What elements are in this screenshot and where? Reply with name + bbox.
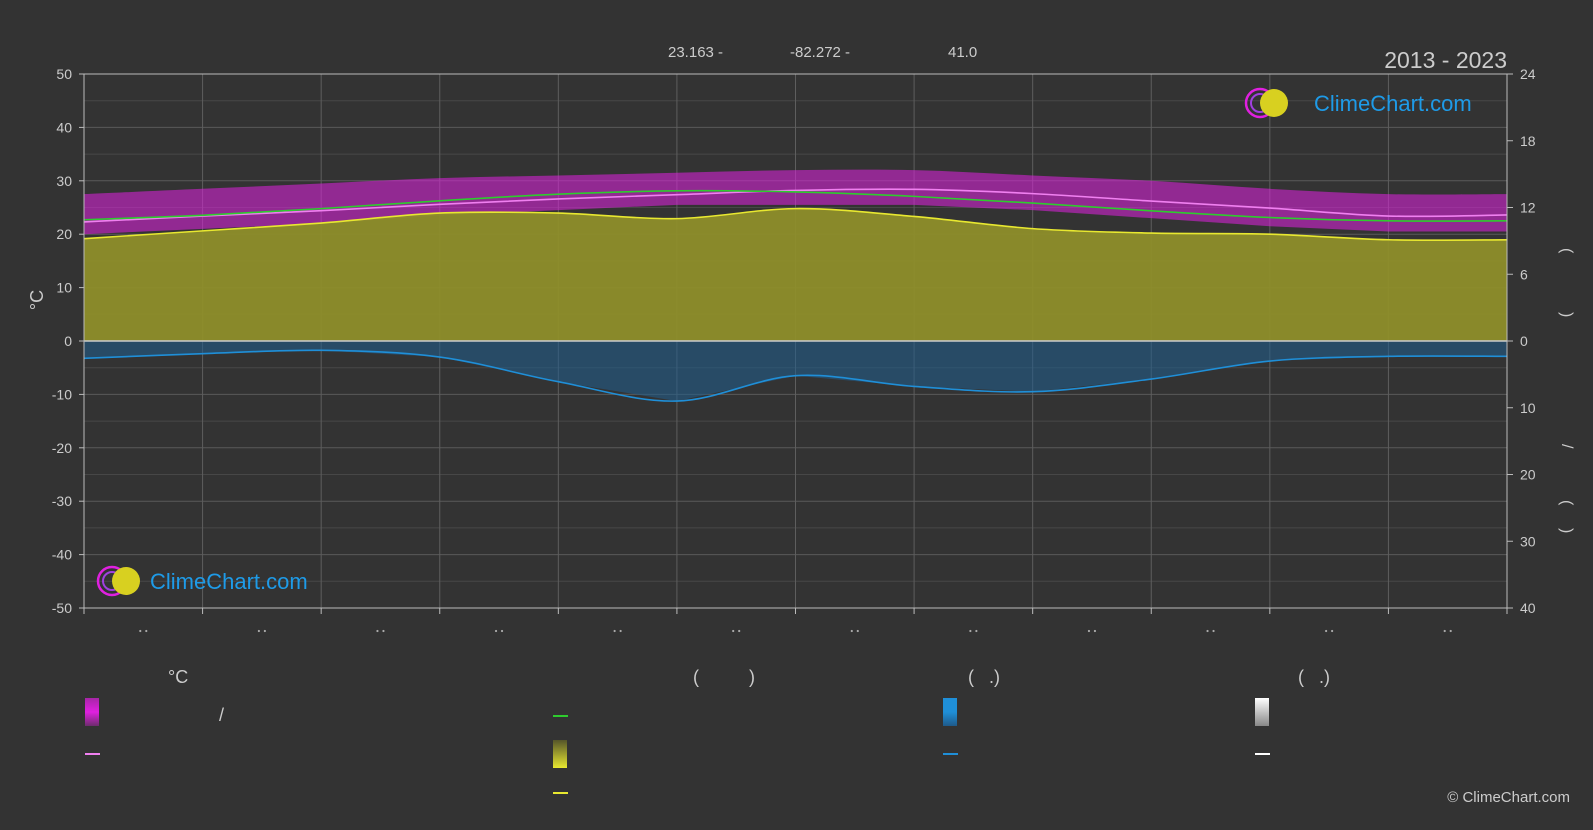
left-tick-label: 50 bbox=[56, 66, 72, 82]
month-label-dot bbox=[257, 629, 260, 633]
longitude-label: -82.272 - bbox=[790, 44, 850, 61]
logo-text: ClimeChart.com bbox=[1314, 91, 1472, 116]
precipitation-area bbox=[84, 341, 1507, 402]
month-label-dot bbox=[975, 629, 978, 633]
legend-title-sun: ( ) bbox=[693, 667, 755, 687]
month-label-dot bbox=[613, 629, 616, 633]
month-label-dot bbox=[145, 629, 148, 633]
right-axis-paren-low1: ( bbox=[1558, 500, 1575, 506]
legend-swatch-sunshine-avg bbox=[553, 792, 568, 794]
logo-text: ClimeChart.com bbox=[150, 569, 308, 594]
series-line-avg_max bbox=[83, 188, 1508, 223]
right-axis-paren-mid: ) bbox=[1558, 312, 1575, 317]
left-tick-label: -40 bbox=[52, 547, 72, 563]
temperature-range-band bbox=[84, 169, 1507, 235]
precip-fill bbox=[84, 341, 1507, 402]
left-axis-label: °C bbox=[27, 290, 47, 310]
month-label-dot bbox=[139, 629, 142, 633]
month-label-dot bbox=[1331, 629, 1334, 633]
month-label-dot bbox=[1449, 629, 1452, 633]
logo-sun-icon bbox=[112, 567, 140, 595]
month-label-dot bbox=[1325, 629, 1328, 633]
right-axis-paren-top: ( bbox=[1558, 248, 1575, 254]
right-top-tick-label: 18 bbox=[1520, 133, 1536, 149]
legend-swatch-temp-range bbox=[85, 698, 99, 726]
month-label-dot bbox=[1093, 629, 1097, 633]
legend-swatch-daylight bbox=[553, 715, 568, 717]
legend-title-snow: ( .) bbox=[1298, 667, 1330, 687]
month-label-dot bbox=[263, 629, 266, 633]
temp-range-area bbox=[84, 169, 1507, 235]
month-label-dot bbox=[969, 629, 972, 633]
month-label-dot bbox=[1443, 629, 1446, 633]
legend-swatch-snow-avg bbox=[1255, 753, 1270, 755]
month-label-dot bbox=[494, 629, 498, 633]
left-tick-label: -30 bbox=[52, 493, 72, 509]
month-label-dot bbox=[1206, 629, 1209, 633]
left-tick-label: 20 bbox=[56, 226, 72, 242]
left-tick-label: 30 bbox=[56, 173, 72, 189]
month-label-dot bbox=[500, 629, 504, 633]
logo-top: ClimeChart.com bbox=[1244, 87, 1472, 119]
legend-swatch-snow bbox=[1255, 698, 1269, 726]
month-label-dot bbox=[619, 629, 622, 633]
legend-swatch-precip bbox=[943, 698, 957, 726]
right-bottom-tick-label: 20 bbox=[1520, 467, 1536, 483]
right-top-tick-label: 6 bbox=[1520, 266, 1528, 282]
right-bottom-tick-label: 40 bbox=[1520, 600, 1536, 616]
series-line-precip bbox=[83, 349, 1508, 402]
month-label-dot bbox=[376, 629, 379, 633]
year-range: 2013 - 2023 bbox=[1384, 47, 1507, 73]
left-tick-label: -20 bbox=[52, 440, 72, 456]
right-top-tick-label: 0 bbox=[1520, 333, 1528, 349]
left-tick-label: 10 bbox=[56, 280, 72, 296]
left-tick-label: -10 bbox=[52, 386, 72, 402]
left-tick-label: 40 bbox=[56, 119, 72, 135]
copyright: © ClimeChart.com bbox=[1447, 789, 1570, 806]
right-top-tick-label: 24 bbox=[1520, 66, 1536, 82]
month-label-dot bbox=[856, 629, 859, 633]
month-label-dot bbox=[732, 629, 735, 633]
legend-slash: / bbox=[219, 705, 224, 725]
sunshine-fill bbox=[84, 208, 1507, 341]
axes: 50 40 30 20 10 0 -10 -20 -30 -40 -50 24 18 12 6 0 10 20 30… bbox=[52, 66, 1536, 633]
month-label-dot bbox=[738, 629, 741, 633]
legend-swatch-precip-avg bbox=[943, 753, 958, 755]
right-axis-slash: / bbox=[1558, 444, 1575, 449]
right-top-tick-label: 12 bbox=[1520, 200, 1536, 216]
series-line-sunshine bbox=[83, 207, 1508, 241]
right-bottom-tick-label: 30 bbox=[1520, 533, 1536, 549]
elevation-label: 41.0 bbox=[948, 44, 977, 61]
sunshine-area bbox=[84, 208, 1507, 341]
legend-swatch-sunshine bbox=[553, 740, 567, 768]
series-lines bbox=[83, 188, 1508, 402]
logo-sun-icon bbox=[1260, 89, 1288, 117]
month-label-dot bbox=[1212, 629, 1215, 633]
month-label-dot bbox=[850, 629, 853, 633]
month-label-dot bbox=[382, 629, 385, 633]
logo-bottom: ClimeChart.com bbox=[96, 565, 308, 597]
series-line-daylight bbox=[83, 189, 1508, 222]
left-tick-label: 0 bbox=[64, 333, 72, 349]
legend-title-temperature: °C bbox=[168, 667, 188, 687]
latitude-label: 23.163 - bbox=[668, 44, 723, 61]
month-label-dot bbox=[1087, 629, 1091, 633]
right-axis-paren-low2: ) bbox=[1558, 528, 1575, 533]
legend-swatch-avg-max bbox=[85, 753, 100, 755]
left-tick-label: -50 bbox=[52, 600, 72, 616]
legend-title-rain: ( .) bbox=[968, 667, 1000, 687]
right-bottom-tick-label: 10 bbox=[1520, 400, 1536, 416]
